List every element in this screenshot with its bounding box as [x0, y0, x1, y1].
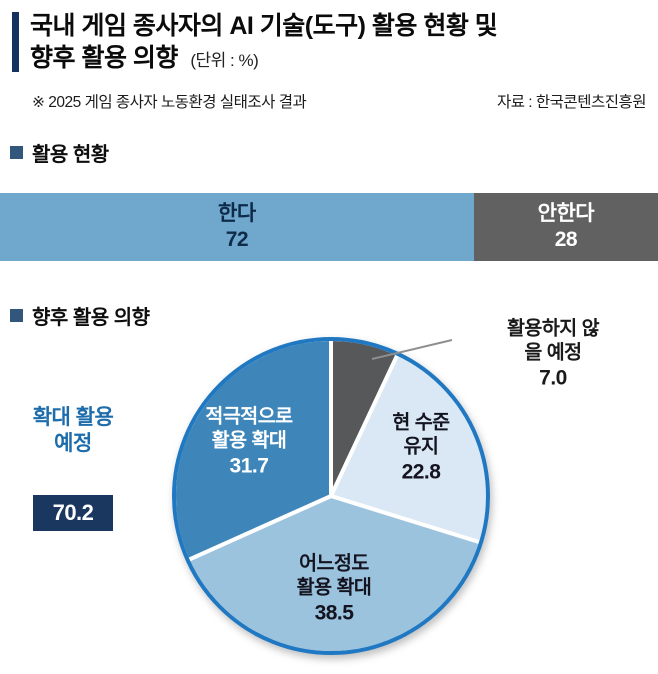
intent-pie-chart-area: 활용하지 않을 예정 7.0 현 수준 유지 22.8 어느정도 활용 확대 3…: [0, 318, 658, 674]
pie-label-maintain-current-value: 22.8: [401, 460, 441, 484]
section-label-usage: 활용 현황: [32, 144, 109, 166]
pie-label-somewhat-expand-text: 어느정도 활용 확대: [296, 552, 372, 599]
pie-slices-group: [172, 337, 490, 655]
usage-stacked-bar-chart: 한다 72 안한다 28: [0, 193, 658, 261]
section-label-intent: 향후 활용 의향: [32, 307, 150, 329]
bar-segment-no-label: 안한다: [537, 202, 595, 225]
intent-bullet-icon: [10, 309, 23, 322]
no-plan-leader-line: [371, 339, 453, 360]
pie-label-actively-expand-text: 적극적으로 활용 확대: [205, 405, 293, 452]
header: 국내 게임 종사자의 AI 기술(도구) 활용 현황 및 향후 활용 의향 (단…: [0, 0, 658, 112]
title-line1: 국내 게임 종사자의 AI 기술(도구) 활용 현황 및: [30, 12, 498, 40]
expand-total-value-badge: 70.2: [32, 495, 114, 531]
pie-label-no-plan: 활용하지 않을 예정 7.0: [501, 317, 606, 392]
survey-note: ※ 2025 게임 종사자 노동환경 실태조사 결과: [32, 94, 307, 111]
pie-label-maintain-current: 현 수준 유지 22.8: [392, 411, 450, 486]
expand-total-label: 확대 활용 예정: [32, 406, 114, 455]
pie-outline-ring: [172, 337, 490, 655]
bar-segment-no-value: 28: [554, 228, 578, 251]
page-title: 국내 게임 종사자의 AI 기술(도구) 활용 현황 및 향후 활용 의향 (단…: [12, 10, 648, 77]
bar-segment-yes-label: 한다: [218, 202, 256, 225]
pie-label-actively-expand: 적극적으로 활용 확대 31.7: [205, 405, 293, 480]
pie-label-somewhat-expand: 어느정도 활용 확대 38.5: [297, 552, 372, 627]
pie-label-no-plan-text: 활용하지 않을 예정: [506, 317, 600, 364]
pie-label-somewhat-expand-value: 38.5: [314, 601, 354, 625]
section-title-usage: 활용 현황: [10, 138, 658, 167]
usage-bullet-icon: [10, 146, 23, 159]
section-title-intent: 향후 활용 의향: [10, 301, 658, 330]
bar-segment-no: 안한다 28: [473, 193, 658, 261]
title-line2: 향후 활용 의향: [30, 44, 178, 72]
infographic-page: 국내 게임 종사자의 AI 기술(도구) 활용 현황 및 향후 활용 의향 (단…: [0, 0, 658, 655]
source-credit: 자료 : 한국콘텐츠진흥원: [496, 94, 647, 111]
pie-label-actively-expand-value: 31.7: [229, 454, 269, 478]
bar-segment-yes: 한다 72: [0, 193, 474, 261]
bar-segment-yes-value: 72: [225, 228, 249, 251]
meta-row: ※ 2025 게임 종사자 노동환경 실태조사 결과 자료 : 한국콘텐츠진흥원: [12, 90, 648, 112]
intent-pie-chart: [172, 337, 490, 655]
pie-label-no-plan-value: 7.0: [539, 366, 567, 390]
expand-total-annotation: 확대 활용 예정 70.2: [12, 405, 134, 531]
title-unit-label: (단위 : %): [190, 51, 259, 70]
pie-label-maintain-current-text: 현 수준 유지: [392, 411, 450, 458]
title-accent-bar: [12, 12, 19, 72]
